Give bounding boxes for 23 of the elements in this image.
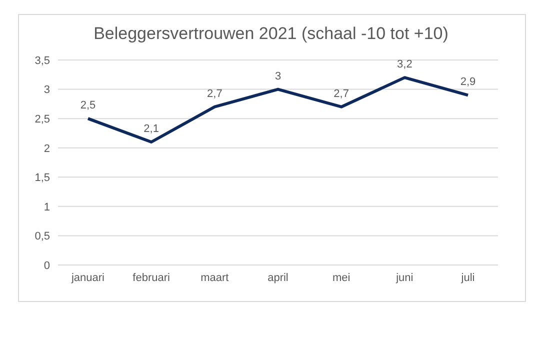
y-tick-label: 1 — [44, 201, 50, 214]
x-tick-label: maart — [200, 272, 229, 284]
data-label: 2,7 — [207, 88, 222, 100]
data-label: 2,9 — [460, 76, 476, 88]
x-tick-label: mei — [332, 272, 350, 284]
x-tick-label: juli — [460, 272, 475, 284]
y-tick-label: 3 — [44, 84, 50, 96]
y-tick-label: 3,5 — [34, 54, 50, 67]
x-tick-label: juni — [395, 272, 414, 284]
y-tick-label: 2 — [44, 142, 50, 155]
data-label: 2,7 — [334, 88, 349, 100]
y-tick-label: 0 — [44, 260, 50, 272]
y-tick-label: 0,5 — [34, 230, 50, 243]
x-tick-label: februari — [132, 272, 170, 284]
x-tick-label: april — [268, 272, 288, 284]
data-label: 2,5 — [80, 100, 96, 112]
x-tick-label: januari — [70, 272, 105, 284]
y-tick-label: 1,5 — [34, 172, 50, 184]
data-label: 3,2 — [397, 58, 412, 71]
chart-title: Beleggersvertrouwen 2021 (schaal -10 tot +10) — [92, 24, 450, 44]
data-label: 3 — [274, 70, 282, 82]
data-label: 2,1 — [144, 123, 159, 135]
y-tick-label: 2,5 — [34, 113, 50, 126]
